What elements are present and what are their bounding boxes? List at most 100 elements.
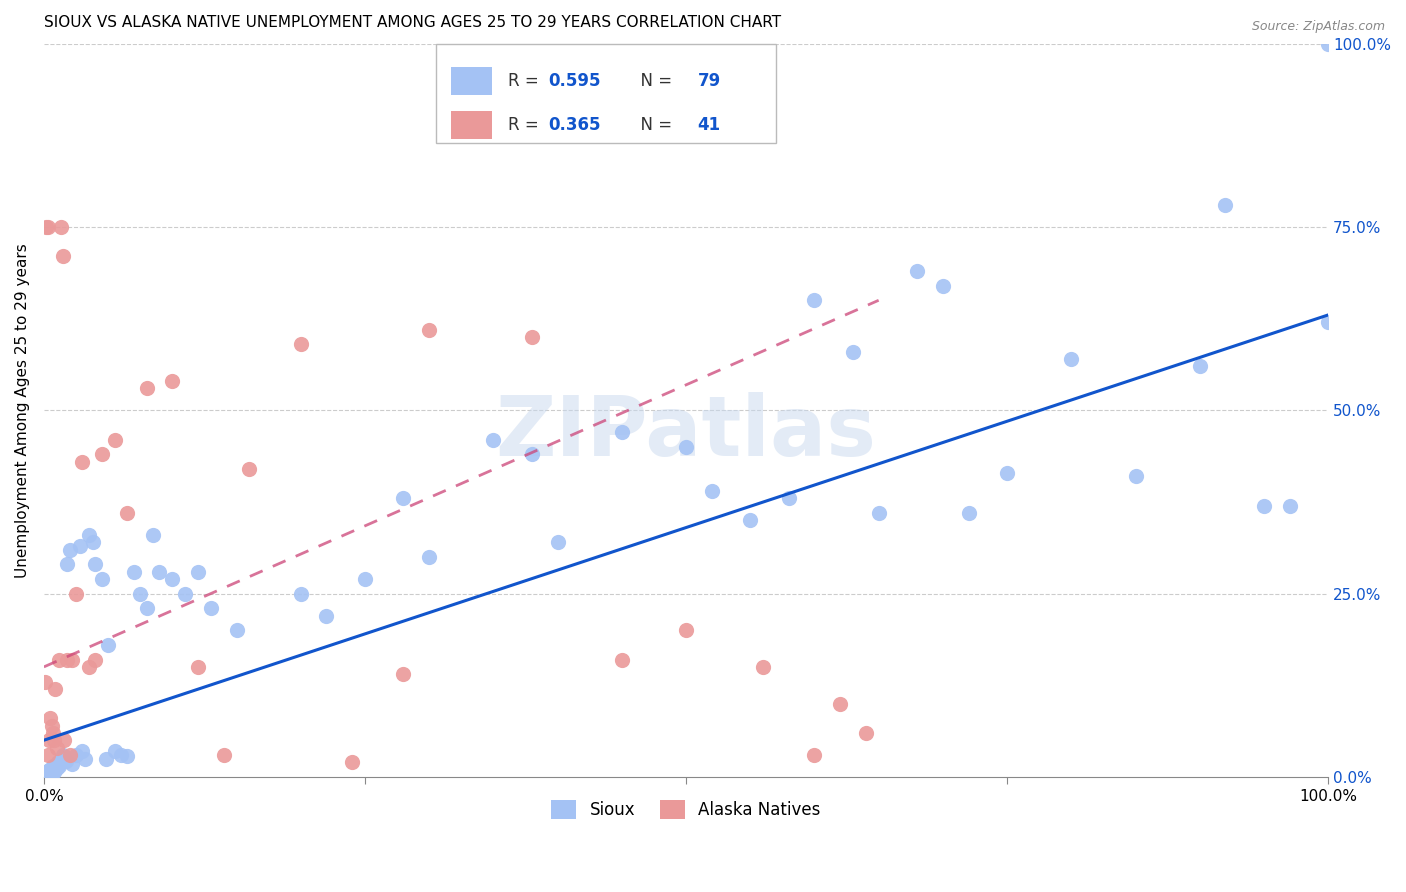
Point: [44, 681, 66, 696]
Point: [103, 433, 125, 447]
Text: 0.595: 0.595: [548, 72, 602, 90]
Point: [340, 755, 363, 769]
Text: R =: R =: [508, 72, 544, 90]
Point: [855, 726, 877, 740]
Point: [905, 264, 928, 278]
Point: [103, 744, 125, 758]
Text: 41: 41: [697, 116, 721, 134]
Text: N =: N =: [630, 72, 676, 90]
Point: [354, 572, 377, 586]
Point: [38, 763, 60, 777]
Point: [803, 293, 825, 308]
Point: [55, 754, 77, 768]
Point: [48, 652, 70, 666]
Point: [90, 572, 112, 586]
Point: [778, 491, 800, 506]
Point: [520, 447, 543, 461]
Point: [1215, 198, 1237, 212]
Point: [45, 756, 67, 771]
Point: [700, 483, 723, 498]
Point: [58, 747, 80, 762]
Point: [37, 219, 59, 234]
Point: [740, 513, 762, 527]
Point: [1317, 315, 1340, 329]
Point: [225, 624, 247, 638]
Point: [53, 749, 76, 764]
Point: [49, 219, 72, 234]
Point: [41, 761, 63, 775]
Point: [675, 440, 697, 454]
Point: [38, 733, 60, 747]
Point: [37, 747, 59, 762]
Point: [174, 586, 197, 600]
Point: [52, 747, 75, 762]
Text: 79: 79: [697, 72, 721, 90]
Point: [957, 506, 980, 520]
Point: [65, 747, 87, 762]
Point: [1125, 469, 1147, 483]
Point: [56, 652, 79, 666]
Point: [44, 763, 66, 777]
Point: [547, 535, 569, 549]
Point: [39, 764, 62, 778]
Point: [418, 549, 440, 564]
Point: [84, 652, 107, 666]
FancyBboxPatch shape: [436, 44, 776, 143]
Text: 0.365: 0.365: [548, 116, 602, 134]
Point: [200, 601, 222, 615]
Point: [34, 674, 56, 689]
Point: [675, 624, 697, 638]
Point: [418, 323, 440, 337]
Point: [42, 764, 65, 779]
Point: [44, 760, 66, 774]
Point: [39, 711, 62, 725]
Point: [110, 747, 132, 762]
Point: [38, 765, 60, 780]
Point: [135, 381, 157, 395]
Point: [77, 528, 100, 542]
Point: [46, 755, 69, 769]
Point: [290, 586, 312, 600]
Point: [1188, 359, 1211, 374]
Point: [1253, 499, 1275, 513]
Point: [142, 528, 165, 542]
Point: [868, 506, 890, 520]
Point: [42, 759, 65, 773]
Point: [49, 754, 72, 768]
Point: [315, 608, 337, 623]
Point: [212, 747, 235, 762]
Text: R =: R =: [508, 116, 544, 134]
Point: [610, 425, 633, 440]
Point: [90, 447, 112, 461]
Point: [65, 586, 87, 600]
Point: [45, 761, 67, 775]
Point: [84, 558, 107, 572]
Point: [42, 726, 65, 740]
Point: [44, 765, 66, 780]
Point: [290, 337, 312, 351]
Point: [48, 759, 70, 773]
Point: [129, 586, 152, 600]
Point: [58, 542, 80, 557]
Point: [392, 667, 415, 681]
Point: [610, 652, 633, 666]
Text: ZIPatlas: ZIPatlas: [495, 392, 876, 473]
Point: [34, 767, 56, 781]
Point: [187, 660, 209, 674]
Point: [35, 219, 58, 234]
Point: [60, 756, 83, 771]
Point: [803, 747, 825, 762]
Point: [94, 751, 117, 765]
Point: [45, 740, 67, 755]
Point: [82, 535, 104, 549]
Text: N =: N =: [630, 116, 676, 134]
Point: [51, 751, 73, 765]
Point: [842, 344, 865, 359]
Point: [97, 638, 120, 652]
Point: [52, 249, 75, 263]
Point: [53, 733, 76, 747]
Point: [35, 764, 58, 779]
Point: [41, 718, 63, 732]
Point: [117, 749, 139, 764]
Point: [162, 374, 184, 388]
